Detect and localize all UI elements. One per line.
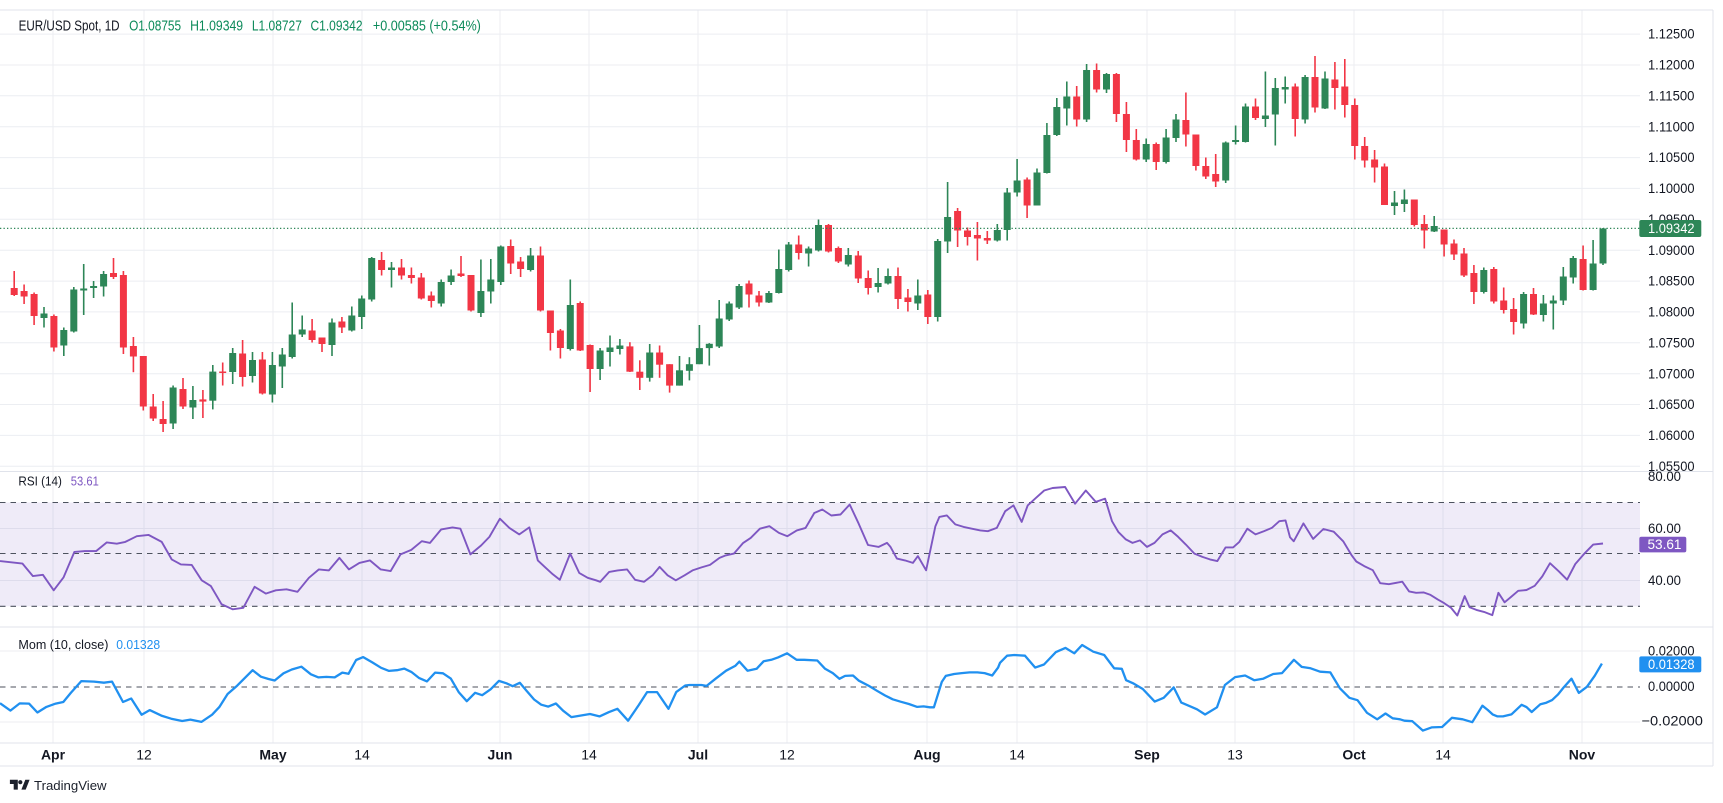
svg-text:EUR/USD Spot, 1D: EUR/USD Spot, 1D: [19, 18, 120, 34]
svg-text:May: May: [259, 747, 286, 763]
svg-text:0.02000: 0.02000: [1648, 643, 1695, 659]
svg-text:Sep: Sep: [1134, 747, 1160, 763]
svg-text:1.11000: 1.11000: [1648, 118, 1695, 134]
svg-text:TradingView: TradingView: [34, 778, 107, 793]
svg-text:80.00: 80.00: [1648, 468, 1681, 484]
svg-text:C1.09342: C1.09342: [311, 18, 363, 34]
svg-text:53.61: 53.61: [71, 473, 99, 488]
svg-text:+0.00585 (+0.54%): +0.00585 (+0.54%): [373, 18, 481, 34]
svg-text:1.10500: 1.10500: [1648, 149, 1695, 165]
svg-text:1.08500: 1.08500: [1648, 273, 1695, 289]
svg-text:53.61: 53.61: [1648, 536, 1682, 552]
svg-text:H1.09349: H1.09349: [190, 18, 243, 34]
svg-text:0.00000: 0.00000: [1648, 678, 1695, 694]
svg-text:Jun: Jun: [488, 747, 513, 763]
svg-text:14: 14: [1009, 747, 1025, 763]
svg-text:0.01328: 0.01328: [116, 637, 160, 652]
svg-text:1.06000: 1.06000: [1648, 427, 1695, 443]
svg-text:1.07500: 1.07500: [1648, 334, 1695, 350]
svg-text:1.12000: 1.12000: [1648, 57, 1695, 73]
svg-text:1.09342: 1.09342: [1648, 220, 1695, 236]
svg-text:Jul: Jul: [688, 747, 708, 763]
svg-text:12: 12: [136, 747, 152, 763]
svg-text:12: 12: [779, 747, 795, 763]
svg-text:Aug: Aug: [913, 747, 940, 763]
svg-text:60.00: 60.00: [1648, 520, 1681, 536]
svg-text:40.00: 40.00: [1648, 572, 1681, 588]
svg-text:1.07000: 1.07000: [1648, 365, 1695, 381]
svg-text:O1.08755: O1.08755: [129, 18, 181, 34]
svg-text:Apr: Apr: [41, 747, 66, 763]
svg-text:14: 14: [581, 747, 597, 763]
svg-text:1.08000: 1.08000: [1648, 304, 1695, 320]
svg-text:1.06500: 1.06500: [1648, 396, 1695, 412]
svg-text:Oct: Oct: [1342, 747, 1366, 763]
svg-text:1.10000: 1.10000: [1648, 180, 1695, 196]
svg-text:1.12500: 1.12500: [1648, 26, 1695, 42]
svg-text:14: 14: [1435, 747, 1451, 763]
svg-text:1.05500: 1.05500: [1648, 458, 1695, 474]
svg-text:0.01328: 0.01328: [1648, 656, 1695, 672]
svg-text:RSI (14): RSI (14): [18, 473, 62, 488]
svg-text:L1.08727: L1.08727: [252, 18, 302, 34]
svg-text:1.09000: 1.09000: [1648, 242, 1695, 258]
svg-text:13: 13: [1227, 747, 1243, 763]
svg-text:Nov: Nov: [1569, 747, 1596, 763]
svg-text:Mom (10, close): Mom (10, close): [18, 637, 108, 652]
svg-text:1.11500: 1.11500: [1648, 87, 1695, 103]
svg-text:−0.02000: −0.02000: [1642, 713, 1704, 729]
svg-text:14: 14: [354, 747, 370, 763]
